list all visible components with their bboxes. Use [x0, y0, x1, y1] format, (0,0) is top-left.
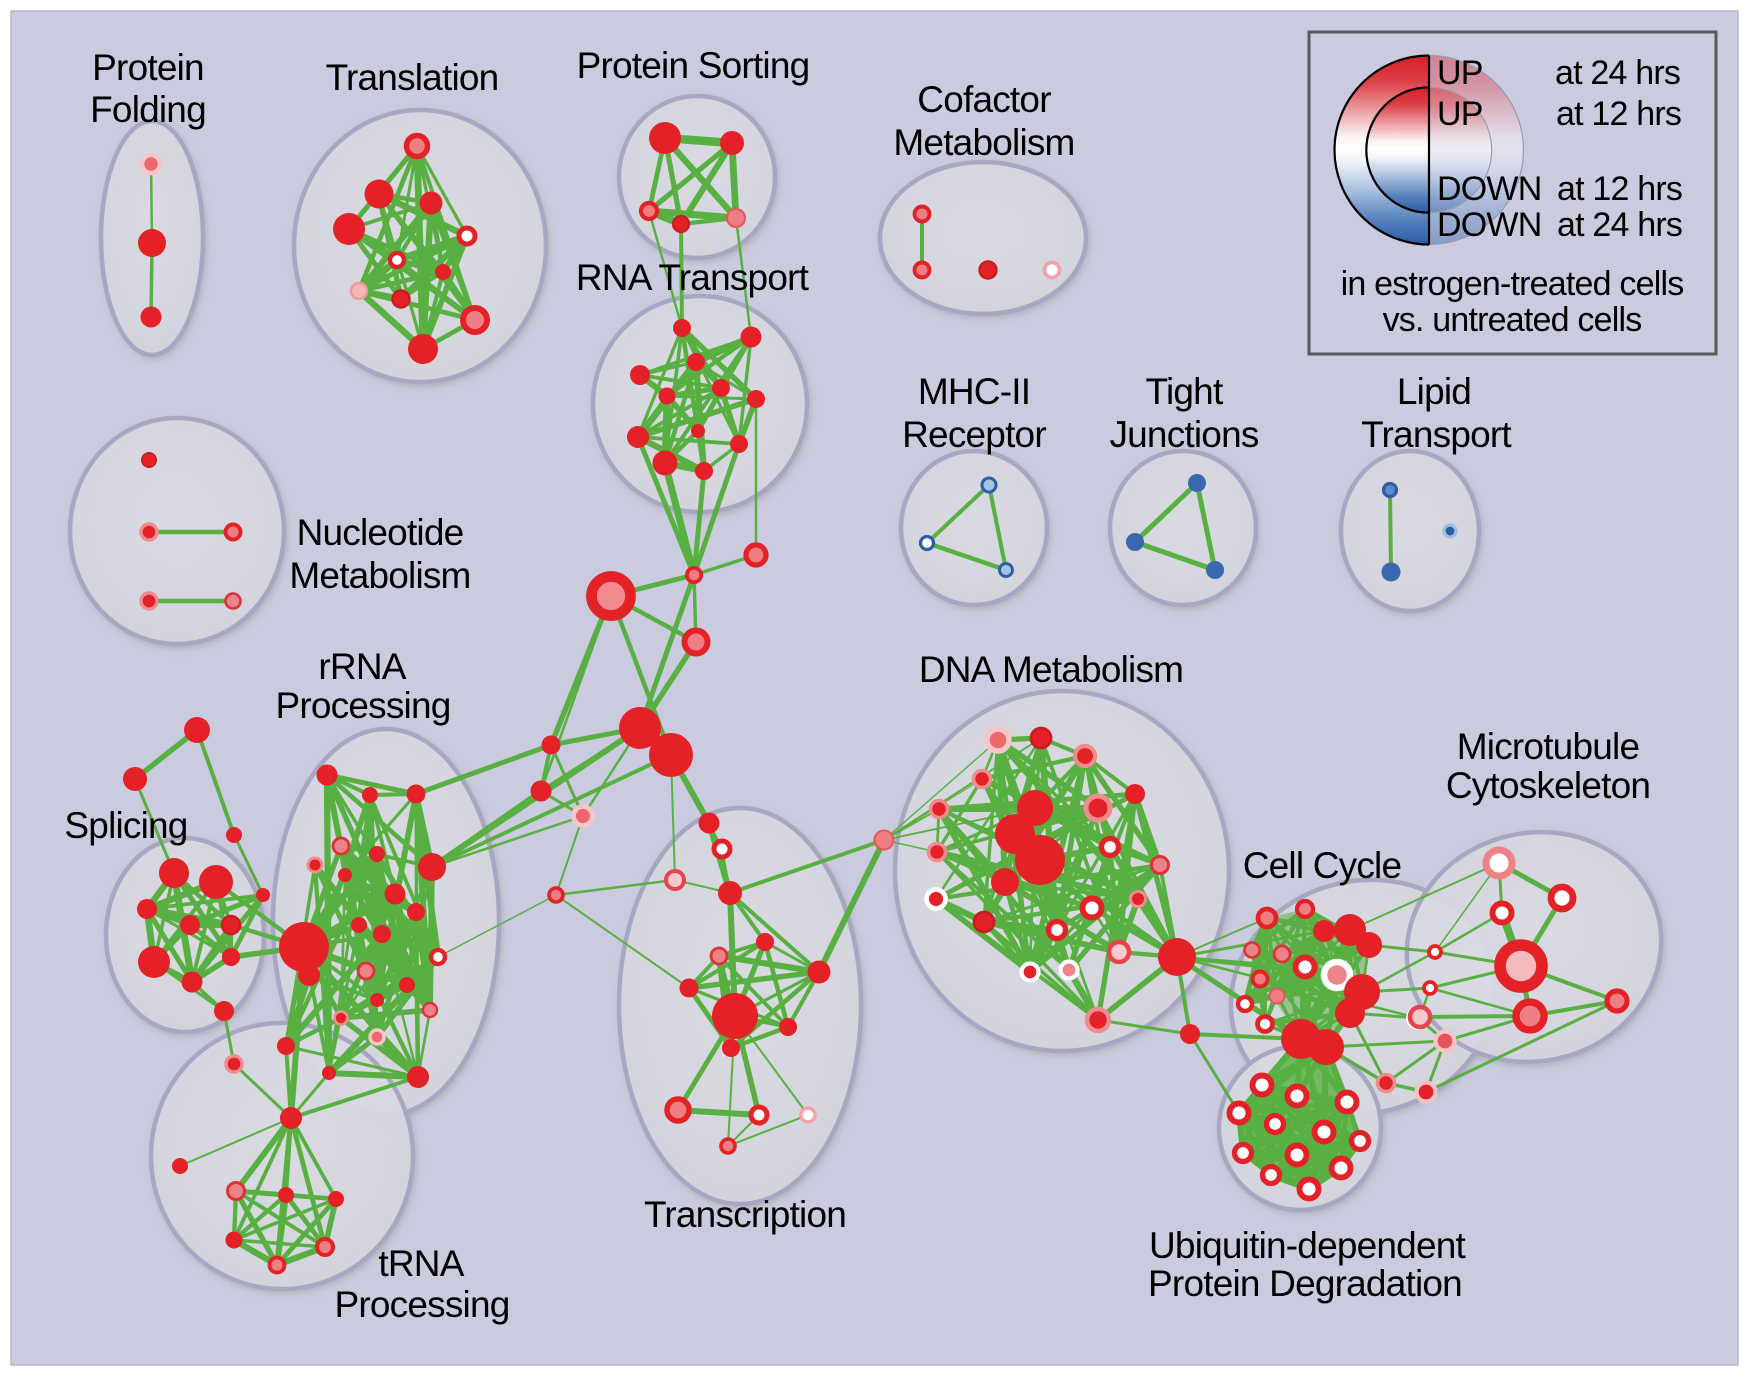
svg-text:Cofactor: Cofactor: [917, 79, 1051, 120]
svg-text:Junctions: Junctions: [1109, 414, 1258, 455]
svg-text:tRNA: tRNA: [378, 1243, 464, 1284]
svg-text:DNA Metabolism: DNA Metabolism: [919, 649, 1183, 690]
svg-text:Tight: Tight: [1146, 371, 1224, 412]
svg-text:at 12 hrs: at 12 hrs: [1556, 95, 1681, 133]
svg-text:Receptor: Receptor: [902, 414, 1046, 455]
svg-text:at 24 hrs: at 24 hrs: [1557, 206, 1682, 244]
svg-text:Processing: Processing: [275, 685, 450, 726]
svg-text:in estrogen-treated cells: in estrogen-treated cells: [1341, 265, 1684, 303]
svg-text:Protein Degradation: Protein Degradation: [1148, 1263, 1462, 1304]
svg-text:Translation: Translation: [326, 57, 499, 98]
svg-text:Microtubule: Microtubule: [1457, 726, 1639, 767]
svg-text:Transport: Transport: [1361, 414, 1512, 455]
svg-text:Processing: Processing: [334, 1284, 509, 1325]
svg-text:at 12 hrs: at 12 hrs: [1557, 170, 1682, 208]
svg-text:rRNA: rRNA: [318, 646, 406, 687]
svg-text:DOWN: DOWN: [1437, 170, 1541, 208]
svg-text:Nucleotide: Nucleotide: [297, 512, 464, 553]
svg-text:Splicing: Splicing: [64, 805, 187, 846]
svg-text:MHC-II: MHC-II: [918, 371, 1030, 412]
svg-text:RNA Transport: RNA Transport: [576, 257, 810, 298]
svg-text:Protein: Protein: [92, 47, 204, 88]
svg-text:Cytoskeleton: Cytoskeleton: [1446, 765, 1650, 806]
svg-text:UP: UP: [1437, 54, 1483, 92]
svg-text:Cell Cycle: Cell Cycle: [1243, 845, 1402, 886]
svg-text:Metabolism: Metabolism: [893, 122, 1074, 163]
svg-text:Transcription: Transcription: [644, 1194, 846, 1235]
svg-text:at 24 hrs: at 24 hrs: [1555, 54, 1680, 92]
svg-text:Metabolism: Metabolism: [289, 555, 470, 596]
svg-text:Lipid: Lipid: [1397, 371, 1471, 412]
svg-text:Folding: Folding: [90, 89, 206, 130]
svg-text:vs. untreated cells: vs. untreated cells: [1383, 301, 1642, 339]
svg-text:Ubiquitin-dependent: Ubiquitin-dependent: [1149, 1225, 1467, 1266]
svg-text:DOWN: DOWN: [1437, 206, 1541, 244]
svg-text:Protein Sorting: Protein Sorting: [577, 45, 810, 86]
svg-text:UP: UP: [1437, 95, 1483, 133]
